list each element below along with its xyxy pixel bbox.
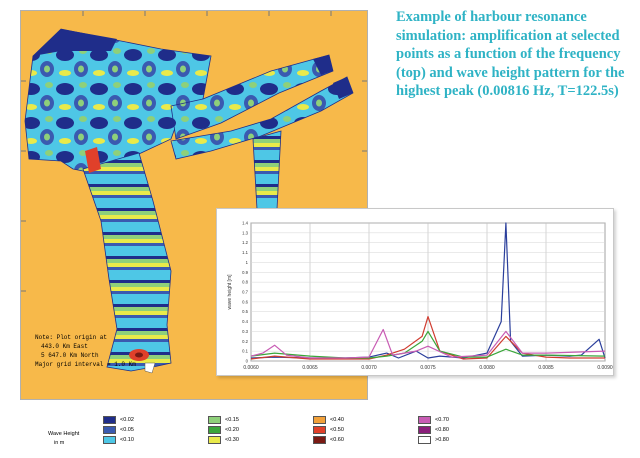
caption: Example of harbour resonance simulation:… <box>396 9 625 99</box>
legend-item: >0.80 <box>418 436 449 444</box>
upper-basin <box>24 28 212 174</box>
y-tick-label: 1.1 <box>242 250 248 255</box>
legend-swatch <box>208 436 221 444</box>
x-tick-label: 0.0085 <box>538 365 554 371</box>
legend-item: <0.05 <box>103 426 134 434</box>
legend-item: <0.50 <box>313 426 344 434</box>
map-note-line: Note: Plot origin at <box>35 334 108 341</box>
x-tick-label: 0.0065 <box>302 365 318 371</box>
legend-swatch <box>418 436 431 444</box>
legend-swatch <box>418 416 431 424</box>
map-tick-marks <box>21 11 367 292</box>
series-line <box>250 330 606 359</box>
legend-item: <0.60 <box>313 436 344 444</box>
legend-item: <0.70 <box>418 416 449 424</box>
legend-swatch <box>103 416 116 424</box>
map-note-line: 443.0 Km East <box>41 343 88 350</box>
legend-item: <0.40 <box>313 416 344 424</box>
legend-swatch <box>418 426 431 434</box>
legend-title: Wave Height in m <box>48 430 94 448</box>
wave-height-map: Note: Plot origin at 443.0 Km East 5 647… <box>20 10 368 400</box>
series-line <box>250 315 605 360</box>
upper-basin-top <box>33 29 117 56</box>
y-tick-label: 1.2 <box>242 240 248 245</box>
map-note-line: Major grid interval = 1.0 Km <box>35 361 136 368</box>
y-tick-label: 1.4 <box>242 221 248 226</box>
x-tick-label: 0.0090 <box>597 365 613 371</box>
channel-hotspot <box>85 147 101 173</box>
legend-label: <0.02 <box>120 417 134 423</box>
legend-label: <0.30 <box>225 437 239 443</box>
x-tick-label: 0.0060 <box>243 365 259 371</box>
legend-label: <0.40 <box>330 417 344 423</box>
y-tick-label: 0.6 <box>242 299 248 304</box>
legend-label: <0.80 <box>435 427 449 433</box>
legend-label: <0.20 <box>225 427 239 433</box>
y-tick-label: 0.8 <box>242 280 248 285</box>
y-tick-label: 0.5 <box>242 309 248 314</box>
legend-swatch <box>313 426 326 434</box>
entrance-tip <box>144 362 156 374</box>
legend-swatch <box>208 426 221 434</box>
y-tick-label: 0.3 <box>242 329 248 334</box>
legend-label: <0.15 <box>225 417 239 423</box>
upper-arm-tip <box>313 55 333 75</box>
legend-label: <0.70 <box>435 417 449 423</box>
x-tick-label: 0.0080 <box>479 365 495 371</box>
legend-item: <0.10 <box>103 436 134 444</box>
legend-label: <0.60 <box>330 437 344 443</box>
y-tick-label: 1.3 <box>242 230 248 235</box>
middle-arm-tip <box>333 77 353 99</box>
y-tick-label: 0.2 <box>242 339 248 344</box>
legend-label: >0.80 <box>435 437 449 443</box>
y-tick-label: 0.7 <box>242 290 248 295</box>
legend-label: <0.05 <box>120 427 134 433</box>
y-tick-label: 0.4 <box>242 319 248 324</box>
legend-title-line: Wave Height <box>48 431 80 437</box>
y-axis-label: wave height [m] <box>227 274 233 310</box>
entrance-core <box>135 352 143 358</box>
y-tick-label: 1 <box>246 260 249 265</box>
chart-svg: 0.0060 0.0065 0.0070 0.0075 0.0080 0.0085 0.00… <box>227 221 613 372</box>
y-tick-label: 0.9 <box>242 270 248 275</box>
frequency-chart: 0.0060 0.0065 0.0070 0.0075 0.0080 0.0085 0.00… <box>216 208 614 376</box>
legend-item: <0.20 <box>208 426 239 434</box>
lower-branch <box>252 130 282 210</box>
map-drawing <box>21 11 367 374</box>
legend-label: <0.50 <box>330 427 344 433</box>
legend-item: <0.02 <box>103 416 134 424</box>
x-tick-label: 0.0070 <box>361 365 377 371</box>
map-note-line: 5 647.0 Km North <box>41 352 99 359</box>
legend-title-line: in m <box>54 440 65 446</box>
legend-swatch <box>103 436 116 444</box>
legend-item: <0.15 <box>208 416 239 424</box>
y-tick-label: 0 <box>246 359 249 364</box>
legend-swatch <box>103 426 116 434</box>
legend-item: <0.30 <box>208 436 239 444</box>
legend-swatch <box>313 416 326 424</box>
x-tick-label: 0.0075 <box>420 365 436 371</box>
legend-label: <0.10 <box>120 437 134 443</box>
legend-item: <0.80 <box>418 426 449 434</box>
harbour-basins <box>24 28 354 374</box>
series-line <box>250 328 606 359</box>
map-note: Note: Plot origin at 443.0 Km East 5 647… <box>35 333 136 369</box>
y-tick-label: 0.1 <box>242 349 248 354</box>
legend-swatch <box>313 436 326 444</box>
wave-height-legend: Wave Height in m <0.02 <0.05 <0.10 <0.15 <0.… <box>48 412 608 456</box>
legend-swatch <box>208 416 221 424</box>
